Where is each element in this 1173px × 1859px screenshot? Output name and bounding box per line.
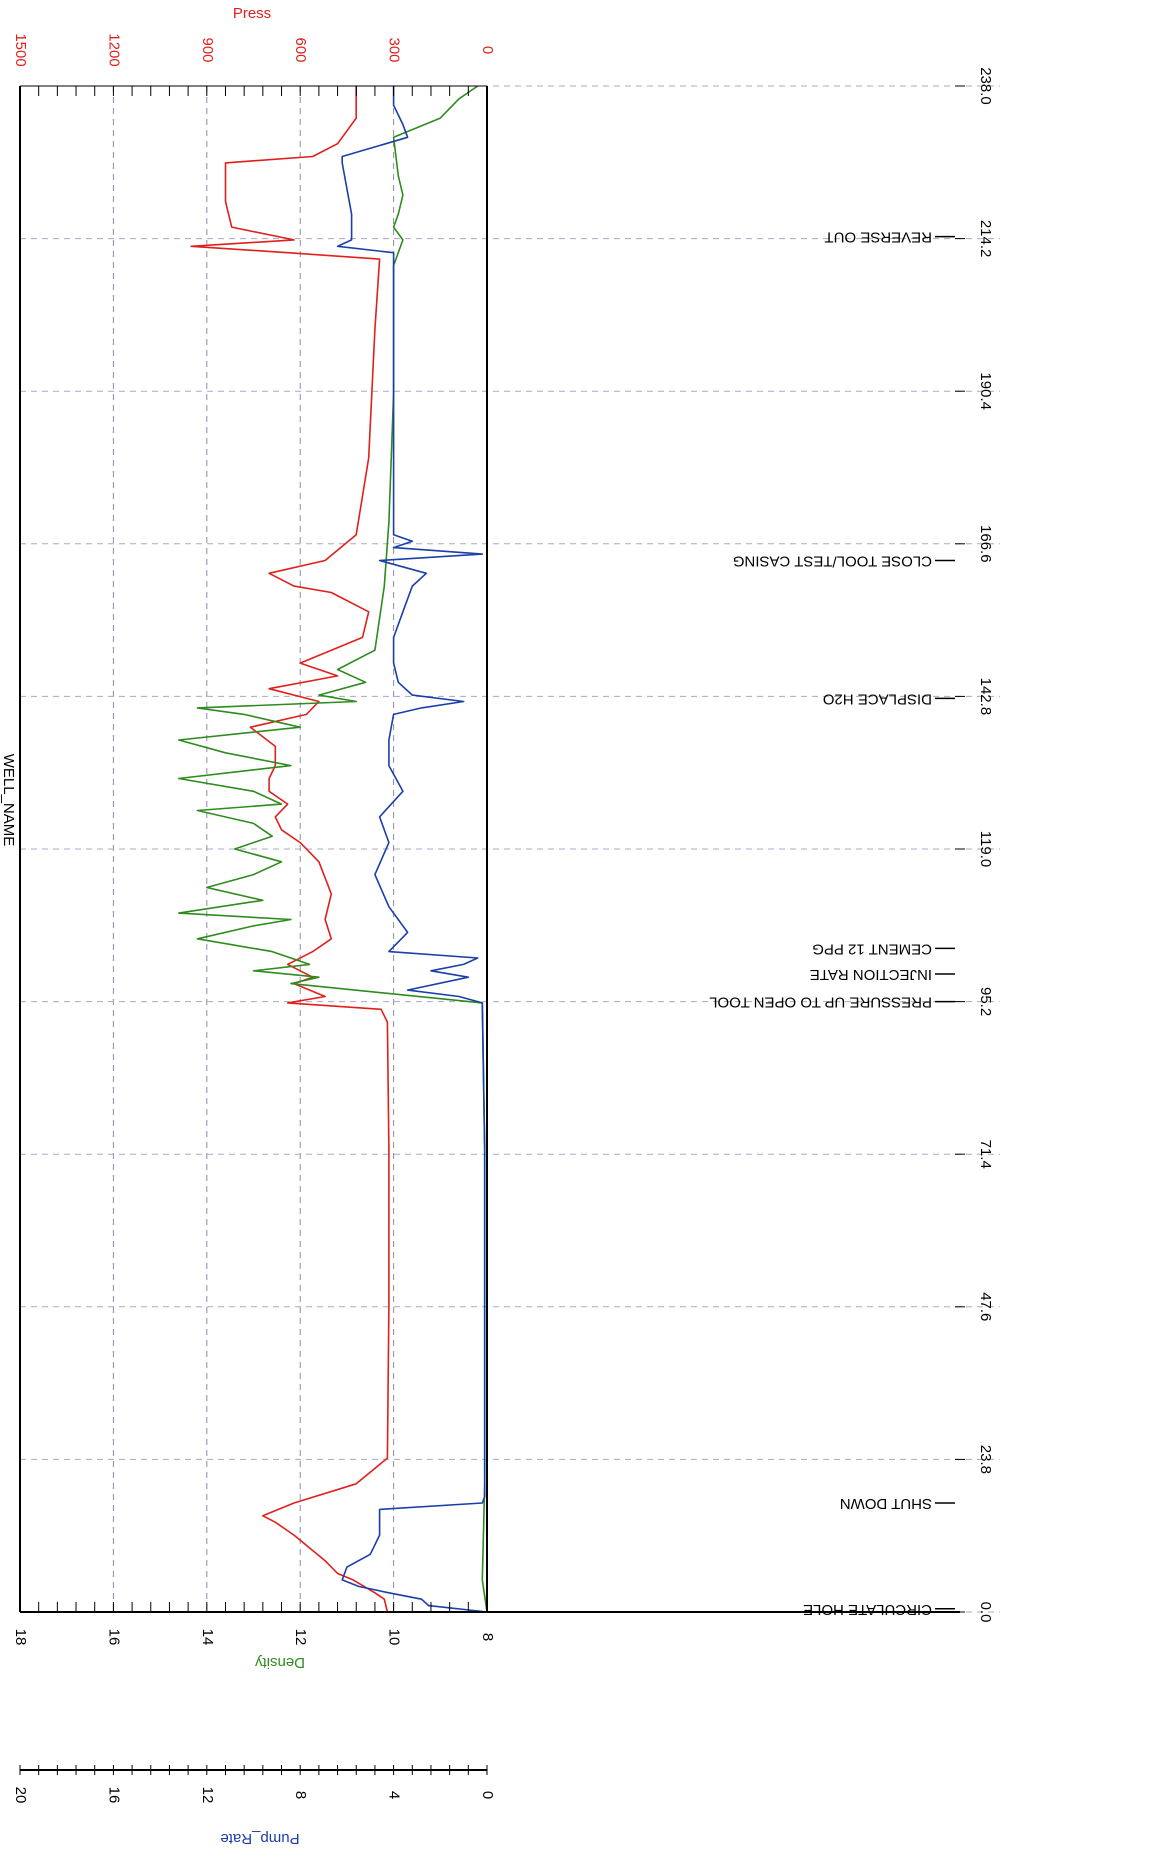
time-tick-label: 166.6 <box>977 525 994 563</box>
pump-rate-tick-label: 20 <box>12 1787 29 1804</box>
event-label: PRESSURE UP TO OPEN TOOL <box>709 994 932 1011</box>
chart-title: WELL_NAME <box>0 754 17 847</box>
event-label: CLOSE TOOL/TEST CASING <box>733 553 932 570</box>
press-tick-label: 1500 <box>12 33 29 66</box>
axes <box>19 85 965 1775</box>
density-tick-label: 14 <box>199 1629 216 1646</box>
series-line-press <box>190 86 390 1613</box>
event-label: INJECTION RATE <box>810 966 932 983</box>
time-tick-label: 142.8 <box>977 678 994 716</box>
series-lines <box>178 85 488 1613</box>
press-tick-label: 1200 <box>105 33 122 66</box>
event-label: CIRCULATE HOLE <box>803 1601 932 1618</box>
time-tick-label: 214.2 <box>977 220 994 258</box>
time-tick-label: 23.8 <box>977 1445 994 1474</box>
event-label: CEMENT 12 PPG <box>812 940 932 957</box>
time-tick-label: 95.2 <box>977 987 994 1016</box>
time-tick-label: 0.0 <box>977 1602 994 1623</box>
pump-rate-tick-label: 8 <box>292 1791 309 1799</box>
density-tick-label: 18 <box>12 1629 29 1646</box>
series-line-density <box>178 85 488 1613</box>
density-tick-label: 12 <box>292 1629 309 1646</box>
time-tick-label: 71.4 <box>977 1140 994 1169</box>
pump-rate-tick-label: 0 <box>479 1791 496 1799</box>
density-tick-label: 8 <box>479 1633 496 1641</box>
density-tick-label: 10 <box>386 1629 403 1646</box>
event-label: REVERSE OUT <box>824 229 932 246</box>
density-tick-label: 16 <box>105 1629 122 1646</box>
grid-lines <box>20 85 1000 1613</box>
pump-rate-tick-label: 4 <box>386 1791 403 1799</box>
time-tick-label: 119.0 <box>977 831 994 867</box>
press-tick-label: 600 <box>292 37 309 62</box>
pump-rate-tick-label: 16 <box>105 1787 122 1804</box>
press-tick-label: 300 <box>386 37 403 62</box>
press-axis-title: Press <box>233 5 271 22</box>
time-tick-label: 190.4 <box>977 372 994 410</box>
pump-rate-axis-title: Pump_Rate <box>220 1830 299 1847</box>
time-tick-label: 47.6 <box>977 1292 994 1321</box>
time-tick-label: 238.0 <box>977 67 994 105</box>
series-line-pump-rate <box>336 86 488 1613</box>
event-label: SHUT DOWN <box>840 1495 932 1512</box>
press-tick-label: 900 <box>199 37 216 62</box>
press-tick-label: 0 <box>479 46 496 54</box>
pump-rate-tick-label: 12 <box>199 1787 216 1804</box>
labels: 0 300 600 900 1200 1500 Press 8 10 12 14 16 18 Densit… <box>0 5 994 1847</box>
density-axis-title: Density <box>254 1654 305 1671</box>
event-label: DISPLACE H2O <box>823 690 932 707</box>
